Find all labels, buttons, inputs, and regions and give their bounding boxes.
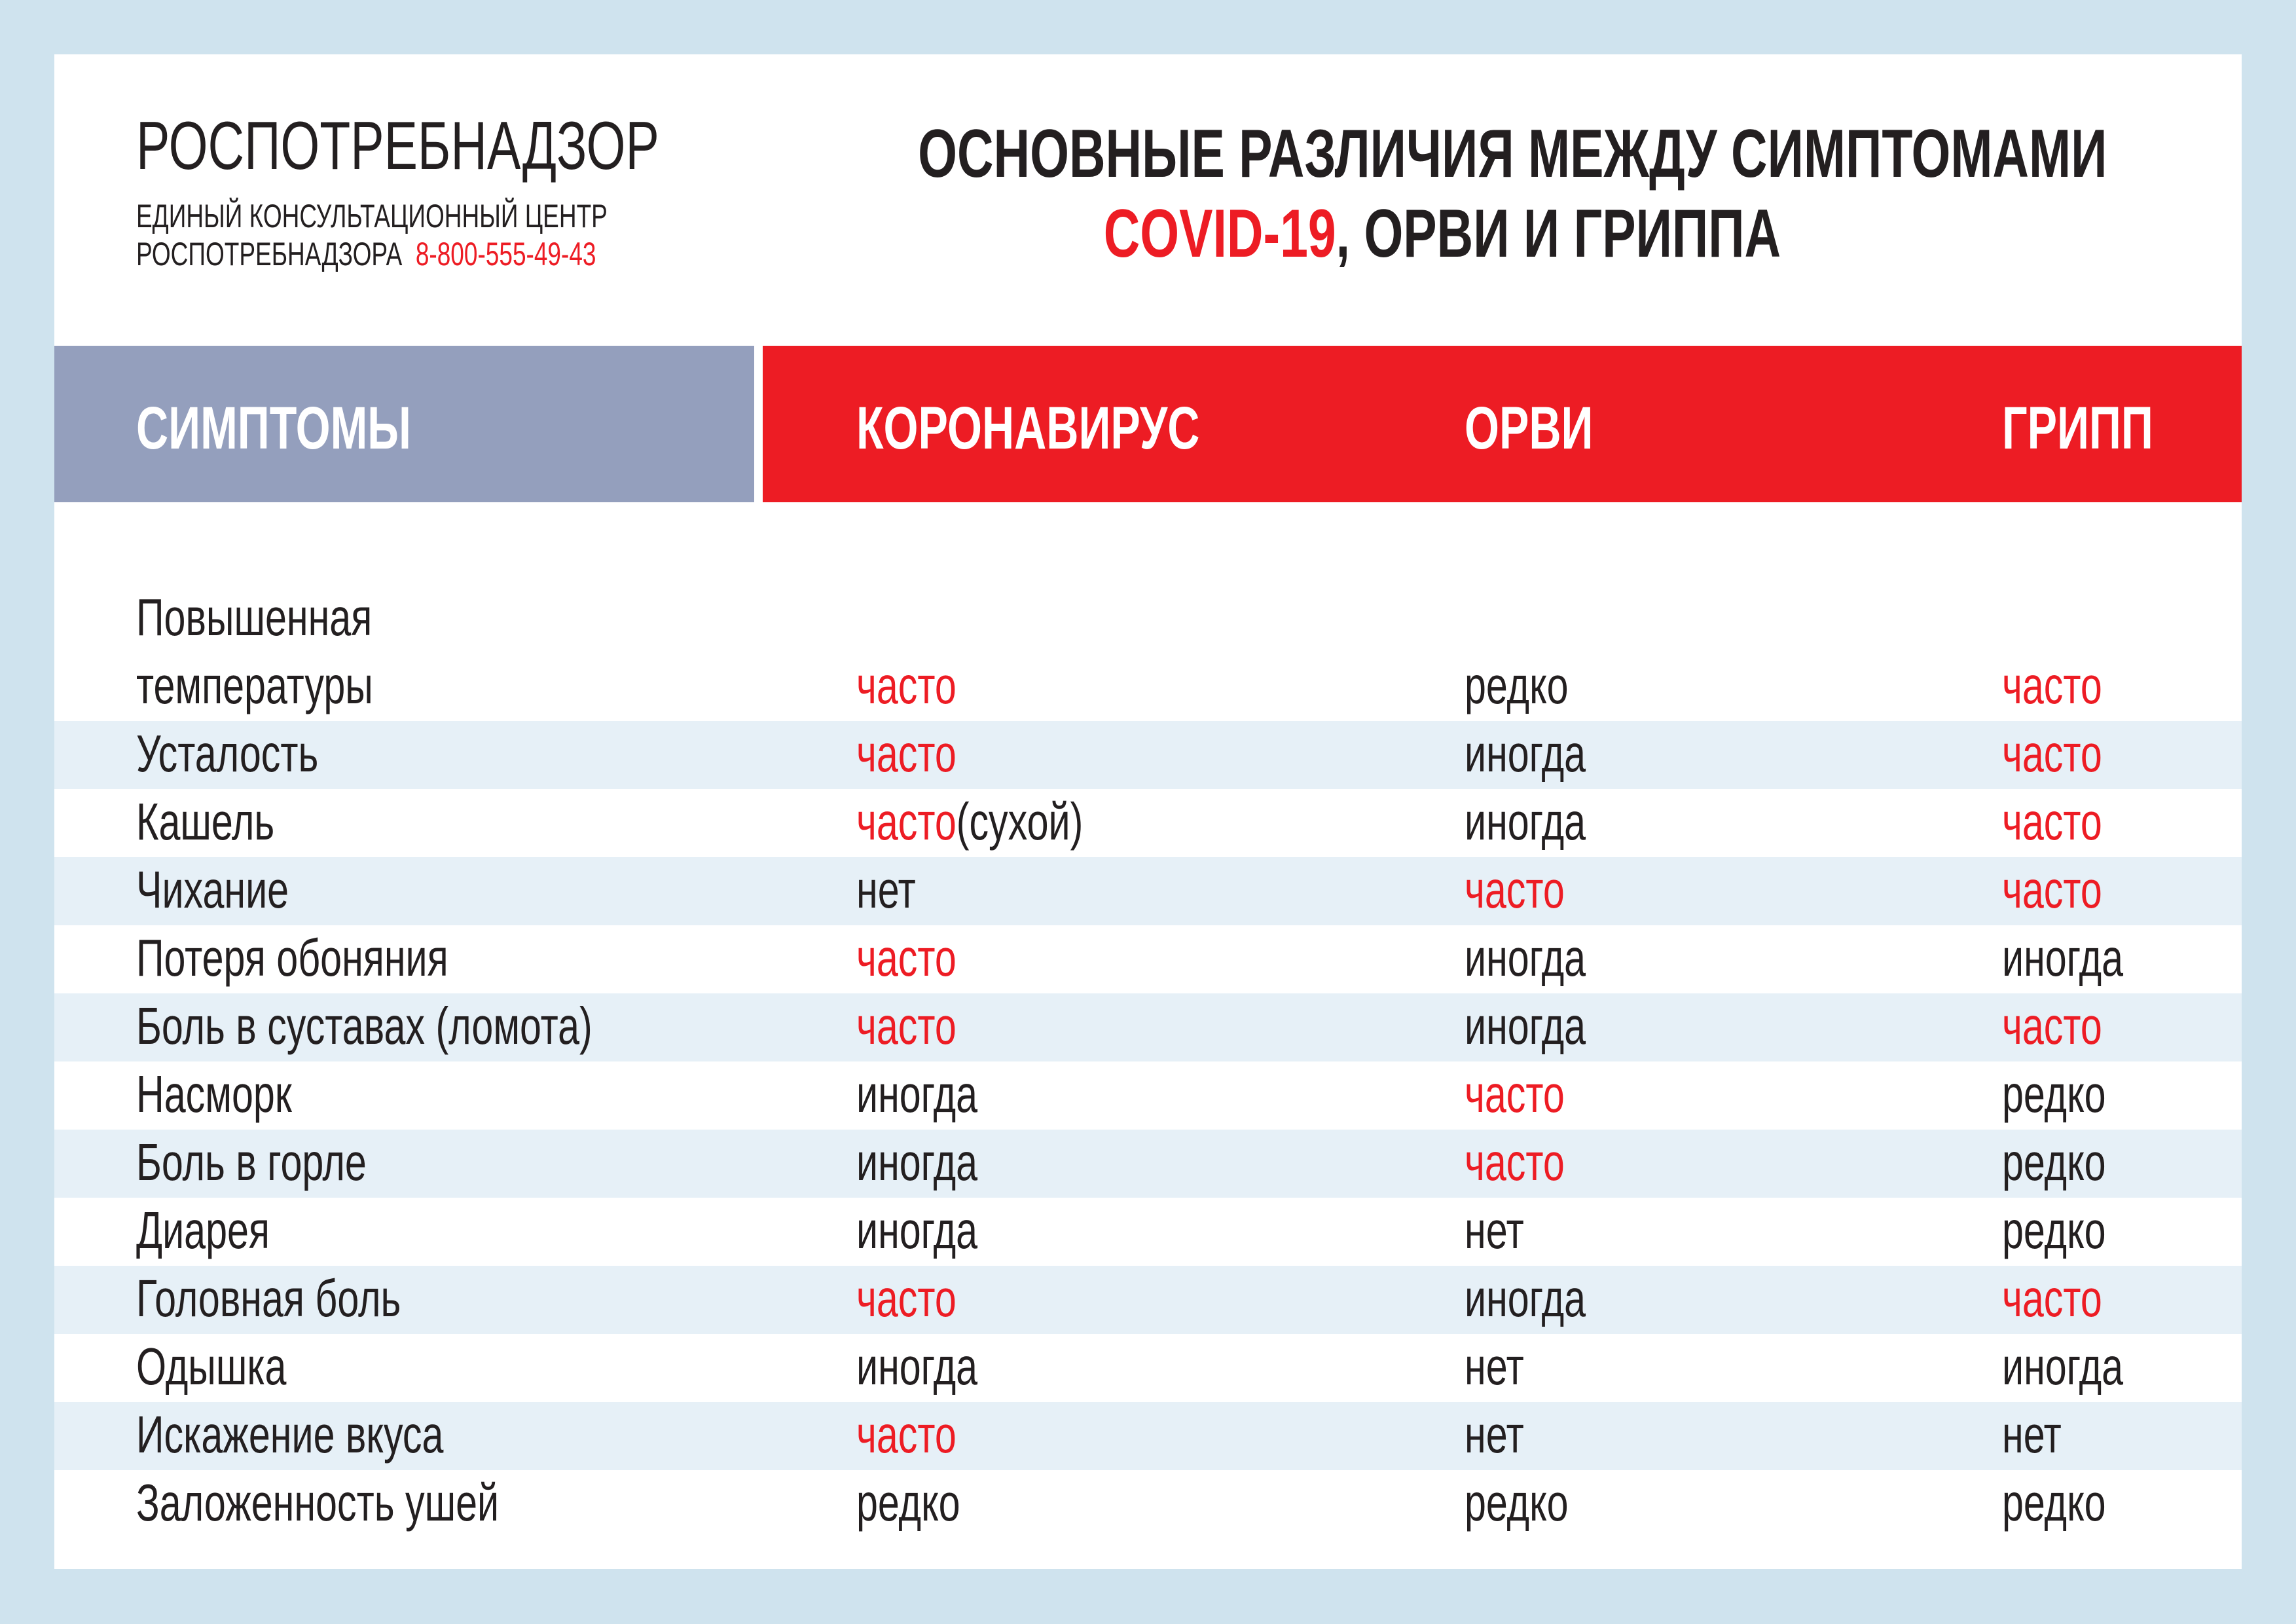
- header-coronavirus: КОРОНАВИРУС: [856, 395, 1200, 462]
- org-logo-text: РОСПОТРЕБНАДЗОР: [136, 108, 659, 184]
- orvi-frequency: нет: [1465, 1337, 1524, 1395]
- orvi-frequency: редко: [1465, 656, 1569, 714]
- covid-frequency: иногда: [856, 1201, 978, 1259]
- table-row: Потеря обоняния часто иногда иногда: [54, 925, 2242, 993]
- table-row: Искажение вкуса часто нет нет: [54, 1402, 2242, 1470]
- symptom-label: Боль в суставах (ломота): [136, 997, 592, 1055]
- header-orvi: ОРВИ: [1465, 395, 1594, 462]
- orvi-frequency: часто: [1465, 1065, 1565, 1123]
- header-symptoms-cell: [54, 346, 754, 502]
- flu-frequency: часто: [2002, 997, 2102, 1055]
- covid-frequency: часто: [856, 724, 957, 783]
- flu-frequency: часто: [2002, 1269, 2102, 1327]
- orvi-frequency: нет: [1465, 1201, 1524, 1259]
- symptom-label: Насморк: [136, 1065, 292, 1123]
- orvi-frequency: иногда: [1465, 997, 1586, 1055]
- table-row: Боль в горле иногда часто редко: [54, 1130, 2242, 1198]
- flu-frequency: редко: [2002, 1133, 2106, 1191]
- covid-frequency: часто: [856, 656, 957, 714]
- table-row: Повышенная температуры часто редко часто: [54, 502, 2242, 721]
- symptom-label: Усталость: [136, 724, 319, 783]
- symptom-label: температуры: [136, 656, 373, 714]
- page-title-line2: COVID-19, ОРВИ И ГРИППА: [1103, 196, 1781, 272]
- orvi-frequency: иногда: [1465, 792, 1586, 851]
- hotline-phone: 8-800-555-49-43: [415, 236, 596, 272]
- org-subtitle-line1: ЕДИНЫЙ КОНСУЛЬТАЦИОННЫЙ ЦЕНТР: [136, 198, 608, 234]
- covid-frequency: часто: [856, 1269, 957, 1327]
- orvi-frequency: нет: [1465, 1405, 1524, 1464]
- flu-frequency: редко: [2002, 1065, 2106, 1123]
- page-title-line1: ОСНОВНЫЕ РАЗЛИЧИЯ МЕЖДУ СИМПТОМАМИ: [918, 116, 2107, 192]
- flu-frequency: нет: [2002, 1405, 2062, 1464]
- covid-frequency: часто: [856, 997, 957, 1055]
- symptom-label: Чихание: [136, 860, 289, 919]
- covid-frequency: иногда: [856, 1065, 978, 1123]
- symptom-label: Заложенность ушей: [136, 1473, 500, 1532]
- table-row: Диарея иногда нет редко: [54, 1198, 2242, 1266]
- flu-frequency: часто: [2002, 860, 2102, 919]
- orvi-frequency: иногда: [1465, 724, 1586, 783]
- table-row: Головная боль часто иногда часто: [54, 1266, 2242, 1334]
- header-symptoms: СИМПТОМЫ: [136, 395, 411, 462]
- flu-frequency: редко: [2002, 1201, 2106, 1259]
- flu-frequency: иногда: [2002, 929, 2124, 987]
- symptom-label: Одышка: [136, 1337, 287, 1395]
- symptom-label: Кашель: [136, 792, 275, 851]
- symptom-label: Диарея: [136, 1201, 270, 1259]
- orvi-frequency: редко: [1465, 1473, 1569, 1532]
- table-row: Чихание нет часто часто: [54, 857, 2242, 925]
- orvi-frequency: иногда: [1465, 929, 1586, 987]
- header-diseases-cell: [763, 346, 2242, 502]
- symptom-label: Искажение вкуса: [136, 1405, 444, 1464]
- table-row: Усталость часто иногда часто: [54, 721, 2242, 789]
- covid-frequency: иногда: [856, 1133, 978, 1191]
- covid-frequency: нет: [856, 860, 916, 919]
- covid-frequency: часто(сухой): [856, 792, 1084, 851]
- flu-frequency: редко: [2002, 1473, 2106, 1532]
- table-row: Боль в суставах (ломота) часто иногда часто: [54, 993, 2242, 1061]
- orvi-frequency: иногда: [1465, 1269, 1586, 1327]
- orvi-frequency: часто: [1465, 1133, 1565, 1191]
- table-row: Одышка иногда нет иногда: [54, 1334, 2242, 1402]
- flu-frequency: часто: [2002, 656, 2102, 714]
- table-row: Кашель часто(сухой) иногда часто: [54, 789, 2242, 857]
- table-row: Заложенность ушей редко редко редко: [54, 1470, 2242, 1538]
- covid-frequency: часто: [856, 929, 957, 987]
- orvi-frequency: часто: [1465, 860, 1565, 919]
- flu-frequency: иногда: [2002, 1337, 2124, 1395]
- symptom-label: Потеря обоняния: [136, 929, 448, 987]
- covid-frequency: часто: [856, 1405, 957, 1464]
- covid-frequency: иногда: [856, 1337, 978, 1395]
- flu-frequency: часто: [2002, 792, 2102, 851]
- poster-panel: РОСПОТРЕБНАДЗОР ЕДИНЫЙ КОНСУЛЬТАЦИОННЫЙ …: [54, 54, 2242, 1569]
- symptom-label-line1: Повышенная: [136, 588, 373, 646]
- flu-frequency: часто: [2002, 724, 2102, 783]
- org-subtitle-line2: РОСПОТРЕБНАДЗОРА 8-800-555-49-43: [136, 236, 596, 272]
- header-flu: ГРИПП: [2002, 395, 2153, 462]
- table-row: Насморк иногда часто редко: [54, 1061, 2242, 1130]
- symptom-label: Боль в горле: [136, 1133, 367, 1191]
- symptom-label: Головная боль: [136, 1269, 401, 1327]
- covid-frequency: редко: [856, 1473, 960, 1532]
